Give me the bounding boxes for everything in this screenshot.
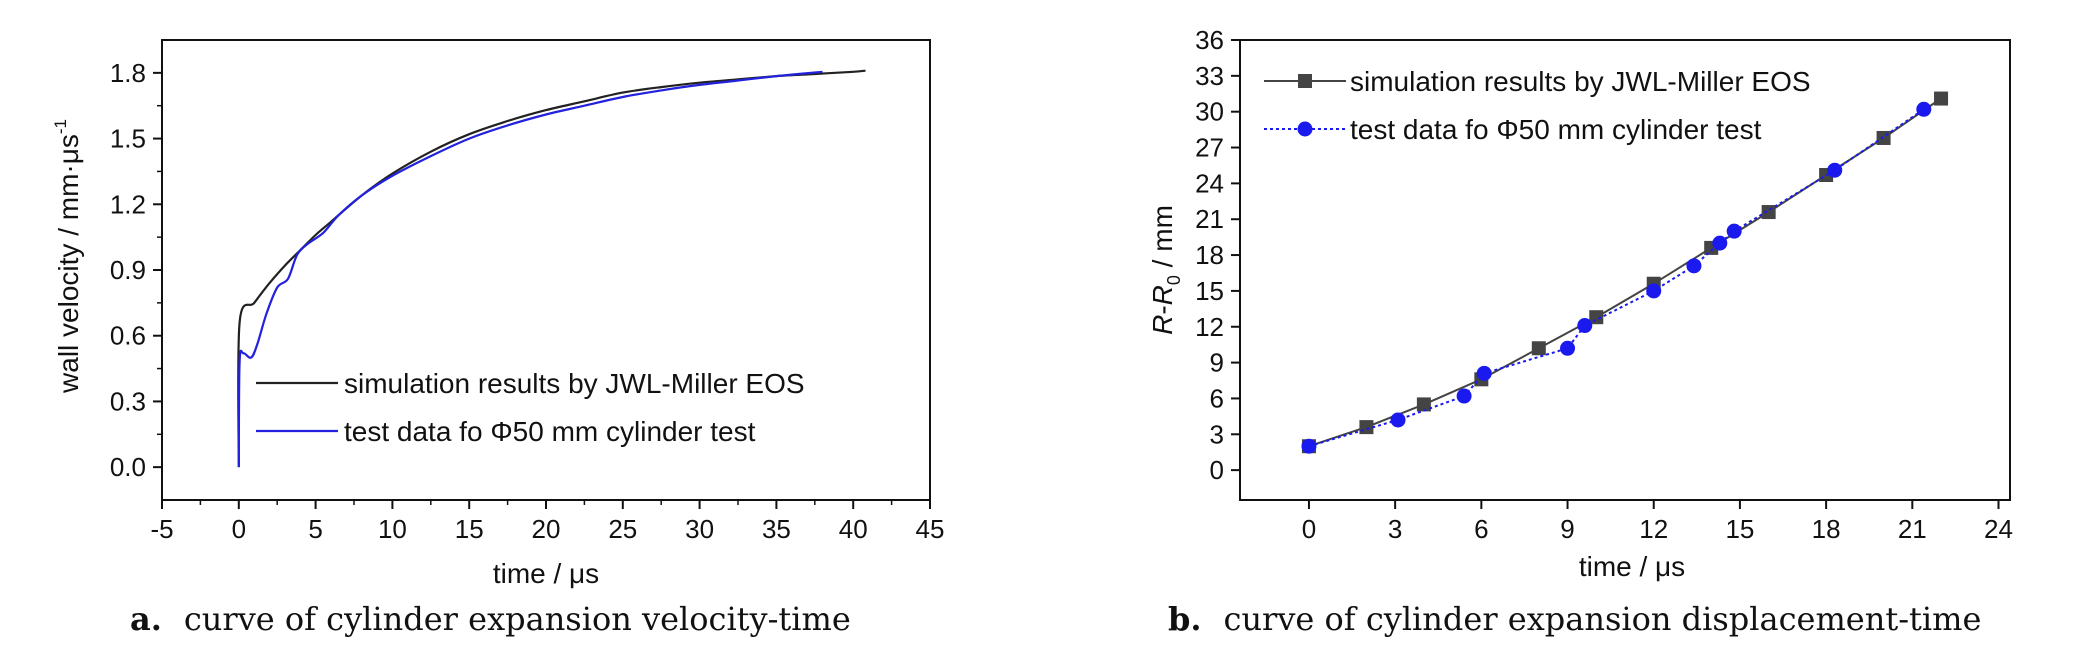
chart-b-data-point-test [1916,101,1932,117]
chart-b-data-point-test [1646,283,1662,299]
chart-b-x-tick-label: 6 [1474,514,1488,544]
chart-b-data-point-test [1456,388,1472,404]
chart-b-y-tick-label: 24 [1195,168,1224,198]
chart-b-data-point-simulation [1416,397,1431,412]
chart-b-y-tick-label: 15 [1195,276,1224,306]
chart-a-x-tick-label: -5 [150,514,173,544]
chart-b-data-point-test [1301,438,1317,454]
chart-b-y-axis-title-r: R [1147,315,1178,335]
chart-b-data-point-test [1827,162,1843,178]
chart-b-x-tick-label: 0 [1302,514,1316,544]
chart-a-x-tick-label: 5 [308,514,322,544]
chart-b-y-tick-label: 12 [1195,312,1224,342]
chart-a-x-tick-label: 35 [762,514,791,544]
chart-b-plot-frame [1239,39,2011,501]
chart-b-x-tick-label: 9 [1560,514,1574,544]
chart-a-y-axis-title: wall velocity / mm·μs-1 [51,119,84,394]
chart-a-x-axis: -5 0 5 10 15 20 25 30 35 40 45 [150,500,944,544]
caption-b: b. curve of cylinder expansion displaceme… [1168,600,1981,638]
chart-a-x-tick-label: 10 [378,514,407,544]
chart-b-y-tick-label: 6 [1210,383,1224,413]
chart-a-y-tick-label: 0.9 [110,255,146,285]
chart-b-x-axis: 0 3 6 9 12 15 18 21 24 [1302,500,2013,544]
chart-a-y-tick-label: 0.3 [110,386,146,416]
chart-a-y-axis-title-main: wall velocity / mm·μs [53,134,84,394]
chart-b-x-tick-label: 24 [1984,514,2013,544]
chart-a-y-axis-title-exponent: -1 [51,119,70,134]
chart-a-y-tick-label: 1.5 [110,124,146,154]
chart-b-legend-label-simulation: simulation results by JWL-Miller EOS [1350,66,1811,97]
chart-b-series-line-test [1308,108,1925,448]
chart-a-y-tick-label: 0.6 [110,321,146,351]
chart-a-x-tick-label: 0 [232,514,246,544]
chart-b-y-axis-title-subscript: 0 [1164,275,1184,285]
chart-b-legend-marker-simulation [1298,74,1312,88]
chart-a: -5 0 5 10 15 20 25 30 35 40 45 0.0 0.3 0.6 0.9 1.2 1.5 1… [51,39,944,589]
chart-a-series-group [237,69,866,468]
chart-a-x-tick-label: 25 [608,514,637,544]
chart-a-legend-label-test: test data fo Φ50 mm cylinder test [344,416,756,447]
chart-b-y-axis-title-dash: - [1147,305,1178,314]
chart-a-legend-box [250,360,870,470]
chart-b-y-axis-title-r0: R [1147,285,1178,305]
chart-b-y-tick-label: 18 [1195,240,1224,270]
chart-b-data-point-simulation [1761,205,1776,220]
chart-b-legend: simulation results by JWL-Miller EOS tes… [1254,58,1814,158]
chart-a-x-tick-label: 15 [455,514,484,544]
chart-a-series-line-test [237,70,823,468]
chart-b-series-group [1301,91,1949,454]
chart-b-y-tick-label: 21 [1195,204,1224,234]
chart-a-legend-label-simulation: simulation results by JWL-Miller EOS [344,368,805,399]
chart-b-data-point-test [1560,340,1576,356]
chart-a-x-tick-label: 40 [839,514,868,544]
chart-b-data-point-test [1390,412,1406,428]
chart-b-data-point-simulation [1531,341,1546,356]
chart-b-y-axis-title-unit: / mm [1147,205,1178,275]
chart-b-y-tick-label: 3 [1210,419,1224,449]
chart-a-legend: simulation results by JWL-Miller EOS tes… [250,360,870,470]
chart-b-y-tick-label: 30 [1195,97,1224,127]
chart-b-x-axis-title: time / μs [1579,551,1685,582]
chart-b-legend-box [1254,58,1814,158]
chart-b-y-tick-label: 33 [1195,61,1224,91]
caption-b-text: curve of cylinder expansion displacement… [1223,600,1982,638]
chart-b-data-point-test [1686,258,1702,274]
chart-a-x-tick-label: 45 [916,514,945,544]
caption-a: a. curve of cylinder expansion velocity-t… [130,600,851,638]
chart-b-y-axis-title: R-R0 / mm [1147,205,1184,335]
caption-b-label: b. [1168,600,1202,638]
chart-a-y-tick-label: 0.0 [110,452,146,482]
chart-b-x-tick-label: 18 [1812,514,1841,544]
caption-a-label: a. [130,600,162,638]
chart-b-data-point-test [1577,318,1593,334]
chart-b-legend-marker-test [1297,121,1313,137]
chart-b-data-point-simulation [1359,420,1374,435]
chart-b-y-tick-label: 0 [1210,455,1224,485]
chart-b-x-tick-label: 12 [1639,514,1668,544]
chart-b-y-tick-label: 9 [1210,348,1224,378]
chart-b-data-point-test [1726,223,1742,239]
chart-a-x-tick-label: 30 [685,514,714,544]
chart-a-y-axis: 0.0 0.3 0.6 0.9 1.2 1.5 1.8 [110,58,162,482]
chart-b-y-tick-label: 27 [1195,133,1224,163]
chart-b-x-tick-label: 15 [1725,514,1754,544]
chart-b-data-point-test [1476,365,1492,381]
chart-b-data-point-test [1712,235,1728,251]
chart-a-x-tick-label: 20 [532,514,561,544]
chart-b-x-tick-label: 21 [1898,514,1927,544]
chart-b-x-tick-label: 3 [1388,514,1402,544]
chart-b-legend-label-test: test data fo Φ50 mm cylinder test [1350,114,1762,145]
caption-a-text: curve of cylinder expansion velocity-tim… [183,600,851,638]
chart-a-y-tick-label: 1.8 [110,58,146,88]
chart-a-y-tick-label: 1.2 [110,189,146,219]
chart-b-data-point-simulation [1934,91,1949,106]
chart-a-x-axis-title: time / μs [493,558,599,589]
chart-b-y-tick-label: 36 [1195,25,1224,55]
